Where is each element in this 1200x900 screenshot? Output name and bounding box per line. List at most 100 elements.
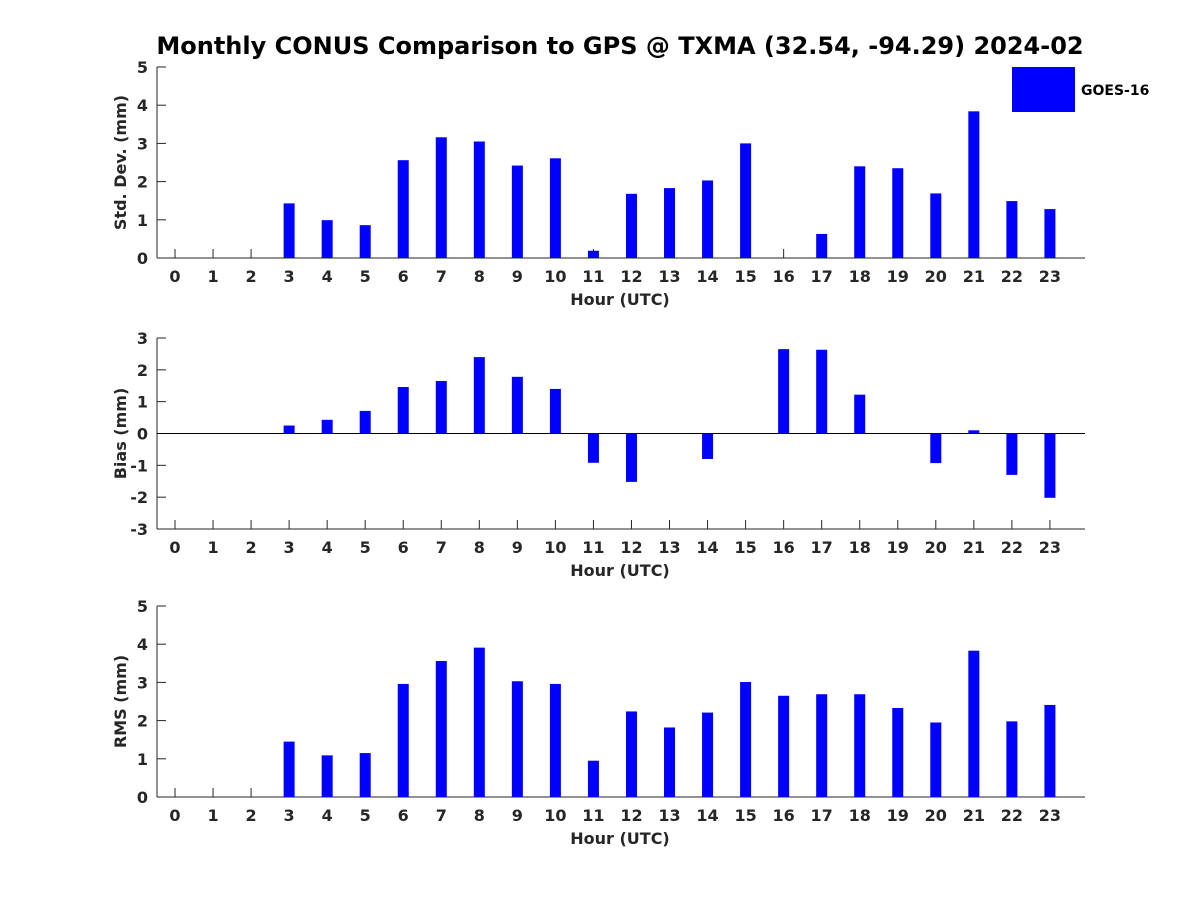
bar-hour-18: [854, 394, 866, 434]
x-tick-label: 19: [887, 806, 909, 825]
bar-hour-16: [778, 349, 790, 434]
bar-hour-7: [435, 137, 447, 258]
y-tick-label: 1: [137, 211, 148, 230]
y-axis-label: Std. Dev. (mm): [111, 95, 130, 230]
bar-hour-9: [511, 165, 523, 258]
bar-hour-17: [816, 233, 828, 258]
x-tick-label: 5: [360, 806, 371, 825]
bar-hour-21: [968, 650, 980, 797]
x-tick-label: 18: [849, 538, 871, 557]
x-tick-label: 10: [544, 538, 566, 557]
x-tick-label: 12: [620, 267, 642, 286]
y-tick-label: 2: [137, 173, 148, 192]
x-tick-label: 2: [246, 538, 257, 557]
bar-hour-5: [359, 225, 371, 258]
legend-label: GOES-16: [1081, 83, 1149, 99]
bar-hour-6: [397, 160, 409, 258]
y-tick-label: 5: [137, 597, 148, 616]
y-tick-label: 0: [137, 249, 148, 268]
x-tick-label: 1: [207, 806, 218, 825]
x-tick-label: 3: [284, 538, 295, 557]
x-tick-label: 8: [474, 267, 485, 286]
bar-hour-21: [968, 430, 980, 434]
x-tick-label: 10: [544, 267, 566, 286]
bar-hour-15: [740, 682, 752, 797]
bar-hour-5: [359, 753, 371, 797]
bar-hour-11: [587, 250, 599, 258]
bar-hour-21: [968, 111, 980, 258]
x-tick-label: 11: [582, 267, 604, 286]
y-tick-label: 1: [137, 750, 148, 769]
bar-hour-11: [587, 433, 599, 463]
bar-hour-13: [664, 188, 676, 258]
y-axis-label: Bias (mm): [111, 388, 130, 480]
bar-hour-14: [702, 180, 714, 258]
legend: GOES-16: [1012, 67, 1149, 112]
y-tick-label: 3: [137, 134, 148, 153]
x-tick-label: 0: [169, 267, 180, 286]
y-tick-label: -2: [130, 488, 148, 507]
y-tick-label: 0: [137, 425, 148, 444]
bar-hour-12: [625, 711, 637, 797]
bar-hour-12: [625, 433, 637, 482]
bar-hour-18: [854, 166, 866, 258]
bar-hour-10: [549, 158, 561, 258]
bar-hour-4: [321, 220, 333, 258]
bar-hour-11: [587, 760, 599, 797]
y-tick-label: 2: [137, 712, 148, 731]
bar-hour-23: [1044, 704, 1056, 797]
x-tick-label: 9: [512, 538, 523, 557]
x-axis-label: Hour (UTC): [570, 561, 670, 580]
bar-hour-19: [892, 168, 904, 258]
bar-hour-20: [930, 433, 942, 464]
bar-hour-23: [1044, 433, 1056, 498]
bar-hour-13: [664, 727, 676, 797]
x-tick-label: 11: [582, 538, 604, 557]
x-tick-label: 20: [925, 538, 947, 557]
x-tick-label: 15: [734, 806, 756, 825]
x-tick-label: 11: [582, 806, 604, 825]
x-tick-label: 17: [811, 538, 833, 557]
bar-hour-7: [435, 380, 447, 434]
x-tick-label: 13: [658, 267, 680, 286]
y-tick-label: 1: [137, 393, 148, 412]
x-tick-label: 21: [963, 538, 985, 557]
x-tick-label: 14: [696, 267, 718, 286]
x-tick-label: 7: [436, 538, 447, 557]
bar-hour-22: [1006, 721, 1018, 797]
x-tick-label: 0: [169, 538, 180, 557]
bar-hour-6: [397, 387, 409, 434]
bar-hour-17: [816, 349, 828, 434]
x-tick-label: 23: [1039, 806, 1061, 825]
x-axis-label: Hour (UTC): [570, 829, 670, 848]
y-tick-label: 4: [137, 96, 148, 115]
x-tick-label: 16: [773, 267, 795, 286]
x-tick-label: 6: [398, 538, 409, 557]
bar-hour-20: [930, 193, 942, 258]
x-tick-label: 4: [322, 538, 333, 557]
bar-hour-14: [702, 433, 714, 459]
x-tick-label: 18: [849, 267, 871, 286]
x-tick-label: 4: [322, 267, 333, 286]
x-tick-label: 9: [512, 267, 523, 286]
y-tick-label: 0: [137, 788, 148, 807]
bar-hour-3: [283, 425, 295, 434]
x-tick-label: 21: [963, 806, 985, 825]
x-tick-label: 1: [207, 538, 218, 557]
bar-hour-8: [473, 141, 485, 258]
bar-hour-14: [702, 712, 714, 797]
x-tick-label: 0: [169, 806, 180, 825]
x-tick-label: 12: [620, 538, 642, 557]
bar-hour-4: [321, 419, 333, 434]
bar-hour-3: [283, 741, 295, 797]
bar-hour-17: [816, 694, 828, 797]
bar-hour-12: [625, 193, 637, 258]
legend-swatch: [1012, 67, 1075, 112]
x-tick-label: 3: [284, 806, 295, 825]
x-tick-label: 5: [360, 267, 371, 286]
x-axis-label: Hour (UTC): [570, 290, 670, 309]
bar-hour-15: [740, 143, 752, 258]
x-tick-label: 9: [512, 806, 523, 825]
